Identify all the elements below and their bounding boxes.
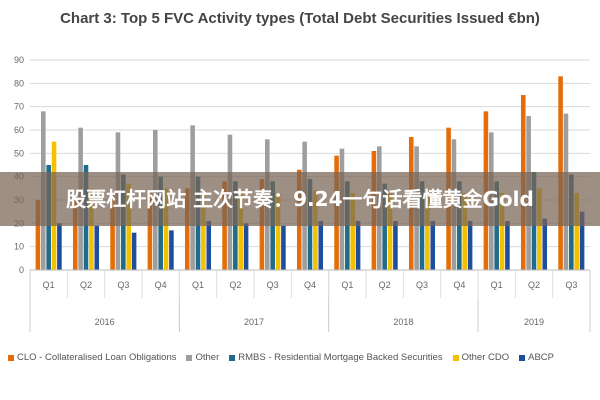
legend-item: Other CDO — [452, 352, 510, 363]
x-tick-label: Q3 — [565, 280, 577, 290]
legend-label: CLO - Collateralised Loan Obligations — [17, 352, 177, 363]
bar — [72, 200, 78, 270]
bar — [574, 193, 579, 270]
x-tick-label: Q3 — [117, 280, 129, 290]
legend-label: RMBS - Residential Mortgage Backed Secur… — [238, 352, 443, 363]
x-tick-label: Q2 — [229, 280, 241, 290]
legend-item: ABCP — [519, 352, 554, 363]
legend-swatch — [229, 354, 236, 361]
x-tick-label: Q3 — [267, 280, 279, 290]
legend-item: Other — [186, 352, 219, 363]
bar — [243, 223, 249, 270]
bar — [169, 230, 174, 270]
bar — [387, 193, 393, 270]
x-tick-label: Q1 — [192, 280, 204, 290]
x-tick-label: Q4 — [453, 280, 465, 290]
bar — [355, 221, 361, 270]
bar — [467, 221, 473, 270]
bar — [542, 218, 548, 270]
chart-legend: CLO - Collateralised Loan Obligations Oth… — [8, 352, 598, 363]
bar — [110, 195, 115, 270]
legend-label: ABCP — [528, 352, 554, 363]
bar — [462, 193, 467, 270]
y-tick-label: 50 — [14, 148, 24, 158]
bar — [382, 183, 387, 270]
x-tick-label: Q1 — [43, 280, 55, 290]
x-tick-label: Q3 — [416, 280, 428, 290]
bar — [201, 190, 206, 270]
y-tick-label: 70 — [14, 102, 24, 112]
x-tick-label: Q4 — [155, 280, 167, 290]
bar — [505, 221, 510, 270]
bar — [499, 193, 505, 270]
legend-label: Other — [195, 352, 220, 363]
bar — [238, 190, 243, 270]
legend-item: CLO - Collateralised Loan Obligations — [8, 352, 176, 363]
x-tick-label: Q4 — [304, 280, 316, 290]
bar — [94, 225, 100, 270]
y-tick-label: 60 — [14, 125, 24, 135]
y-tick-label: 80 — [14, 78, 24, 88]
bar — [393, 221, 398, 270]
x-group-label: 2019 — [524, 317, 544, 327]
bar — [184, 188, 190, 270]
bar — [89, 188, 94, 270]
bar — [275, 193, 281, 270]
x-tick-label: Q2 — [80, 280, 92, 290]
y-tick-label: 90 — [14, 55, 24, 65]
bar — [430, 221, 436, 270]
x-tick-label: Q1 — [491, 280, 503, 290]
bar — [318, 221, 324, 270]
legend-swatch — [186, 354, 193, 361]
x-group-label: 2018 — [393, 317, 413, 327]
x-group-label: 2017 — [244, 317, 264, 327]
bar — [163, 188, 169, 270]
y-tick-label: 10 — [14, 242, 24, 252]
x-tick-label: Q2 — [528, 280, 540, 290]
bar — [579, 211, 585, 270]
bar — [206, 221, 212, 270]
y-tick-label: 0 — [19, 265, 24, 275]
bar — [281, 225, 286, 270]
overlay-banner: 股票杠杆网站 主次节奏：9.24一句话看懂黄金Gold — [0, 172, 600, 226]
bar — [147, 193, 153, 270]
legend-label: Other CDO — [461, 352, 510, 363]
bar — [313, 190, 318, 270]
bar — [131, 232, 137, 270]
chart-title: Chart 3: Top 5 FVC Activity types (Total… — [60, 10, 540, 27]
x-tick-label: Q2 — [379, 280, 391, 290]
legend-swatch — [8, 354, 14, 361]
legend-swatch — [519, 354, 526, 361]
x-group-label: 2016 — [95, 317, 115, 327]
legend-swatch — [452, 354, 459, 361]
bar — [425, 193, 430, 270]
legend-item: RMBS - Residential Mortgage Backed Secur… — [229, 352, 443, 363]
bar — [126, 183, 131, 270]
x-tick-label: Q1 — [341, 280, 353, 290]
bar — [35, 200, 41, 270]
bar — [57, 223, 62, 270]
bar — [537, 188, 542, 270]
bar — [350, 193, 355, 270]
